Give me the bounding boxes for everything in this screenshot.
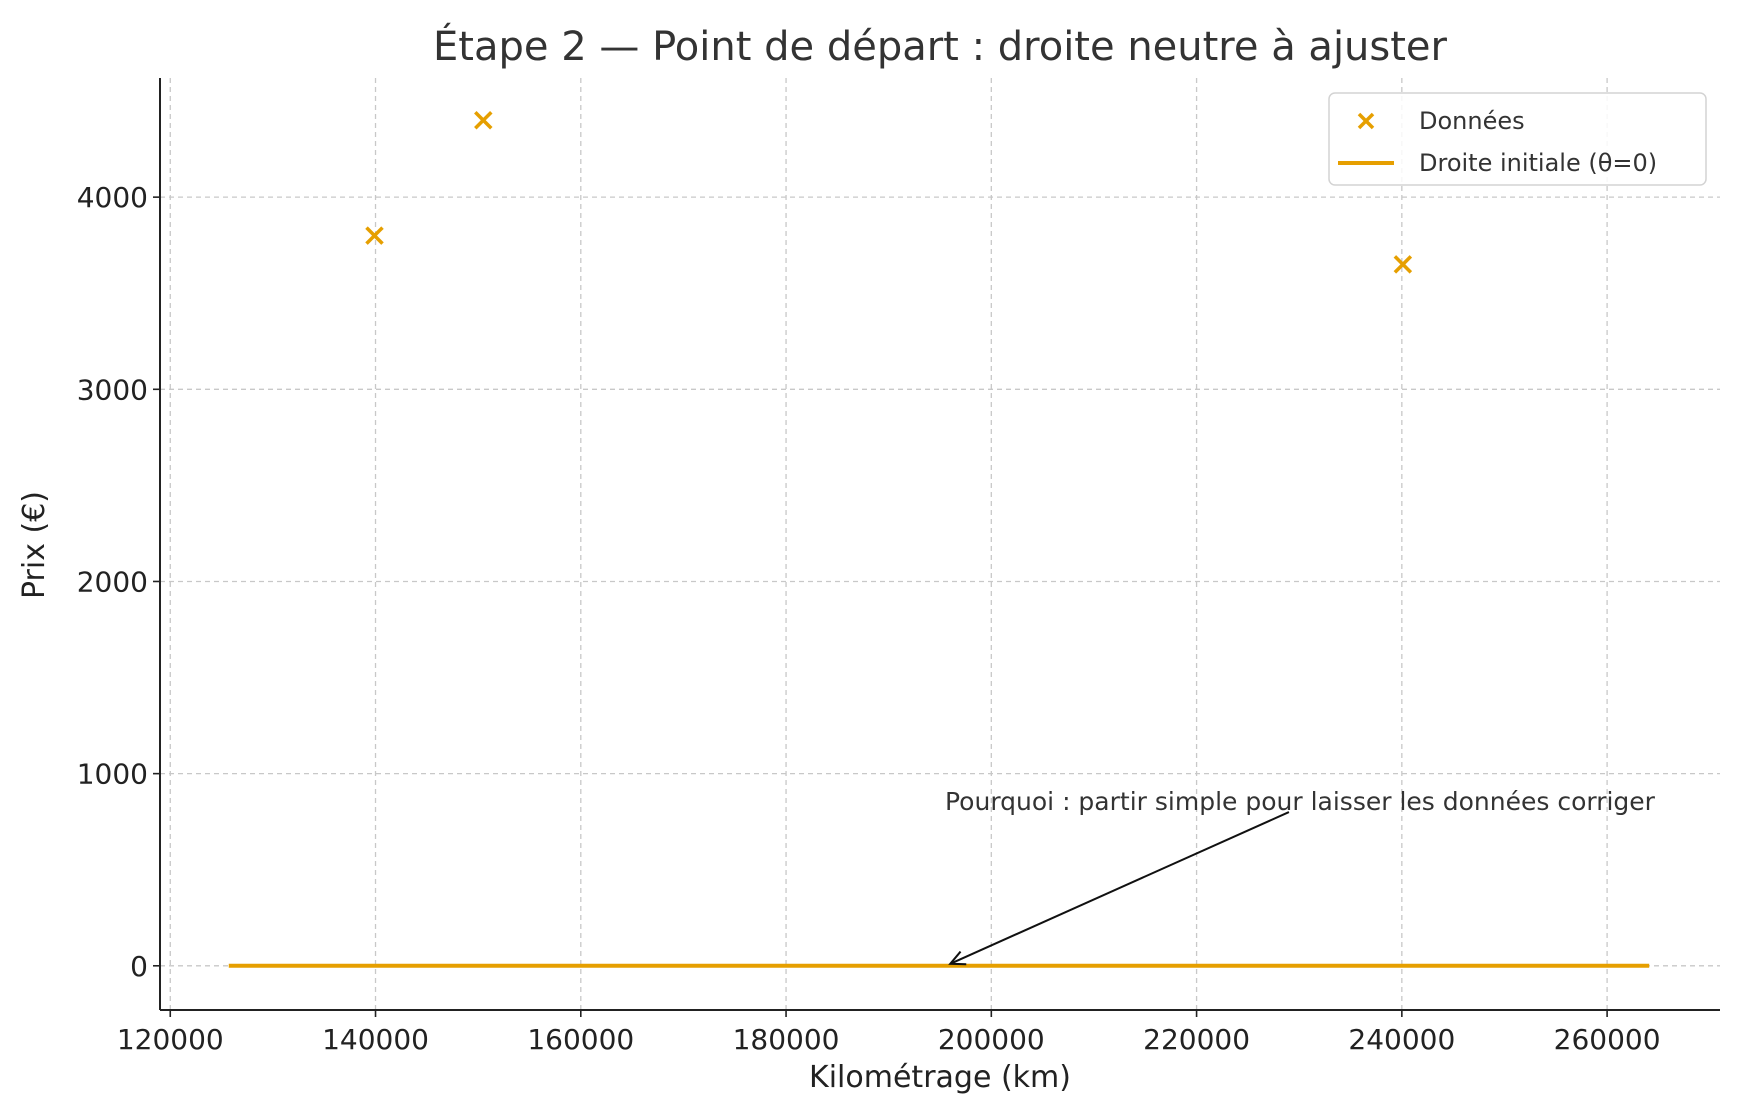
chart-title: Étape 2 — Point de départ : droite neutr…: [433, 22, 1448, 70]
x-tick-label: 240000: [1348, 1023, 1455, 1056]
y-tick-label: 4000: [77, 181, 148, 214]
legend-item: Droite initiale (θ=0): [1338, 149, 1657, 177]
x-tick-label: 260000: [1554, 1023, 1661, 1056]
data-point: [1393, 255, 1413, 274]
legend-label: Données: [1419, 107, 1525, 135]
data-point: [474, 111, 493, 130]
data-point: [365, 226, 384, 245]
annotation-arrow: [949, 811, 1290, 965]
data-point-stroke: [365, 226, 384, 245]
annotation-arrowhead: [948, 950, 967, 966]
y-tick-label: 2000: [77, 565, 148, 598]
x-tick-label: 200000: [938, 1023, 1045, 1056]
data-point-stroke: [1393, 255, 1413, 274]
y-axis-label: Prix (€): [17, 491, 52, 599]
annotation: Pourquoi : partir simple pour laisser le…: [945, 787, 1656, 966]
data-point-stroke: [474, 111, 493, 130]
legend: Données Droite initiale (θ=0): [1328, 92, 1707, 186]
legend-label: Droite initiale (θ=0): [1419, 149, 1657, 177]
axes: [159, 78, 1720, 1011]
x-tick-label: 220000: [1143, 1023, 1250, 1056]
legend-marker-stroke: [1357, 112, 1375, 130]
x-tick-label: 180000: [733, 1023, 840, 1056]
legend-box: [1328, 92, 1707, 186]
x-tick-label: 140000: [322, 1023, 429, 1056]
x-tick-label: 120000: [117, 1023, 224, 1056]
x-tick-label: 160000: [527, 1023, 634, 1056]
tick-labels: 120000 140000 160000 180000 200000 220000 2400…: [77, 181, 1661, 1056]
annotation-text: Pourquoi : partir simple pour laisser le…: [945, 787, 1656, 816]
y-tick-label: 0: [130, 950, 148, 983]
plot-area: [228, 111, 1650, 968]
x-axis-label: Kilométrage (km): [809, 1060, 1071, 1095]
y-tick-label: 3000: [77, 373, 148, 406]
legend-item: Données: [1357, 107, 1525, 135]
y-tick-label: 1000: [77, 758, 148, 791]
